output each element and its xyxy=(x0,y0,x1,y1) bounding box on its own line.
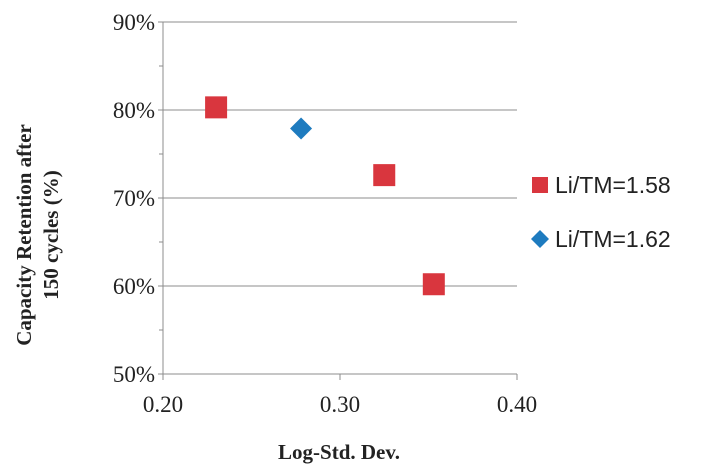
legend-label-1: Li/TM=1.62 xyxy=(555,226,671,252)
y-tick-label: 90% xyxy=(113,10,155,35)
data-point-s0-1 xyxy=(373,164,396,187)
data-point-s1-0 xyxy=(290,117,313,140)
legend-marker-0 xyxy=(532,177,548,193)
legend-marker-1 xyxy=(531,230,549,248)
y-tick-label: 70% xyxy=(113,186,155,211)
data-point-s0-0 xyxy=(205,96,228,119)
y-tick-label: 80% xyxy=(113,98,155,123)
y-tick-labels: 50% 60% 70% 80% 90% xyxy=(113,10,155,387)
data-point-s0-2 xyxy=(422,273,445,296)
x-tick-label: 0.20 xyxy=(143,392,183,417)
axes xyxy=(158,21,518,380)
y-axis-title-line-1: Capacity Retention after xyxy=(12,124,36,346)
gridlines xyxy=(163,21,517,287)
x-axis-title: Log-Std. Dev. xyxy=(278,440,400,464)
y-axis-title-line-2: 150 cycles (%) xyxy=(39,170,63,299)
y-axis-title: Capacity Retention after 150 cycles (%) xyxy=(12,124,63,346)
y-tick-label: 60% xyxy=(113,274,155,299)
x-tick-label: 0.40 xyxy=(497,392,537,417)
legend: Li/TM=1.58 Li/TM=1.62 xyxy=(531,172,671,252)
legend-label-0: Li/TM=1.58 xyxy=(555,172,671,198)
y-tick-label: 50% xyxy=(113,362,155,387)
data-points xyxy=(205,96,445,296)
x-tick-label: 0.30 xyxy=(320,392,360,417)
x-tick-labels: 0.20 0.30 0.40 xyxy=(143,392,537,417)
